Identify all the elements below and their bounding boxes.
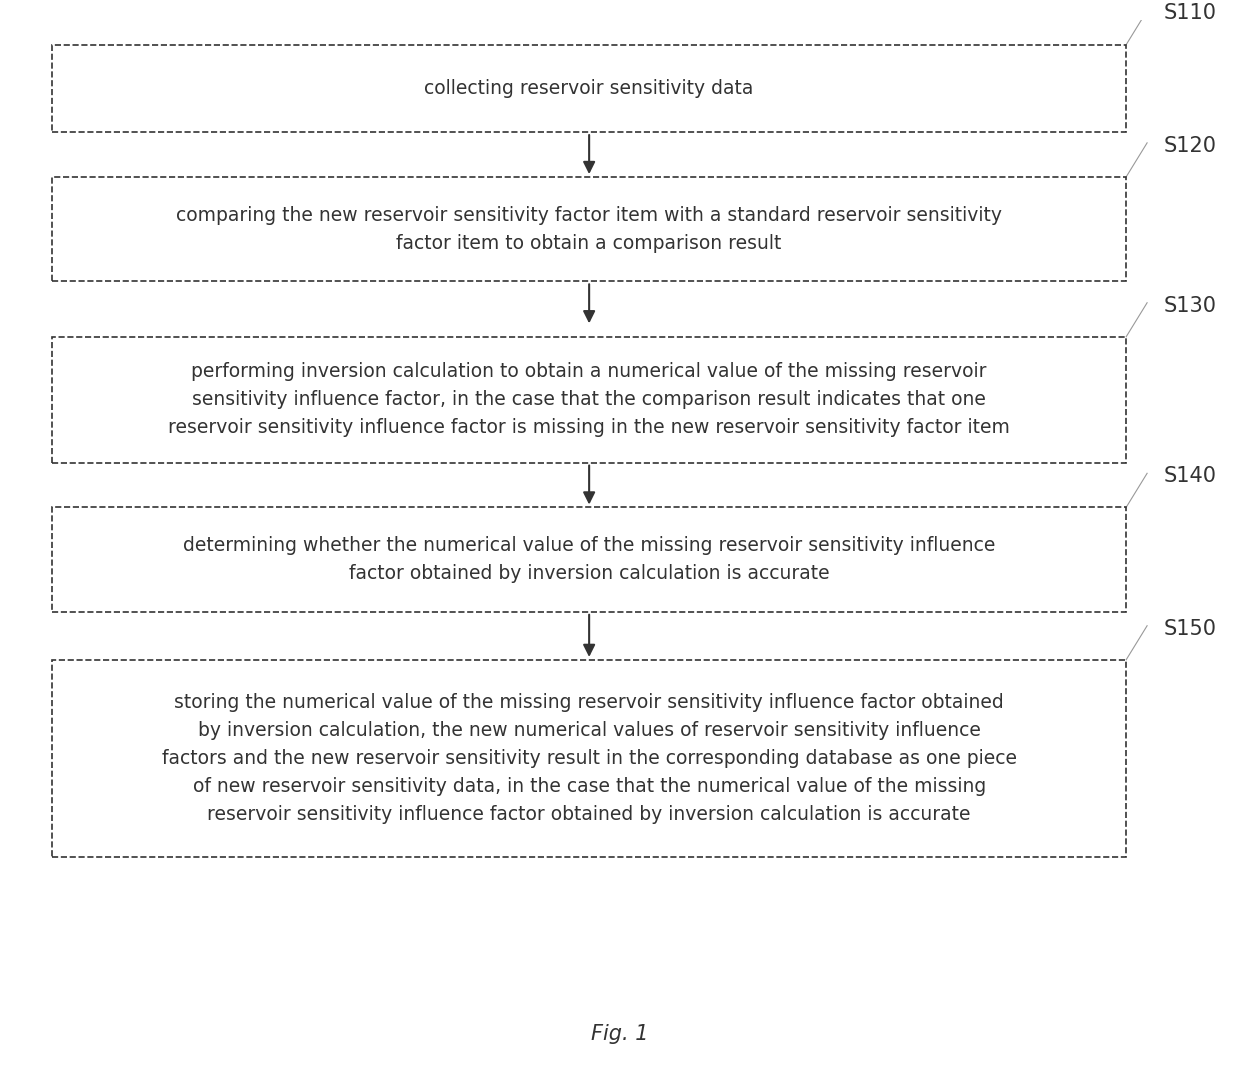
FancyBboxPatch shape	[52, 337, 1126, 463]
Text: S140: S140	[1163, 466, 1216, 486]
Text: Fig. 1: Fig. 1	[591, 1024, 649, 1043]
Text: collecting reservoir sensitivity data: collecting reservoir sensitivity data	[424, 79, 754, 98]
Text: S150: S150	[1163, 619, 1216, 638]
Text: performing inversion calculation to obtain a numerical value of the missing rese: performing inversion calculation to obta…	[169, 363, 1011, 438]
FancyBboxPatch shape	[52, 660, 1126, 857]
Text: S130: S130	[1163, 295, 1216, 316]
FancyBboxPatch shape	[52, 45, 1126, 132]
Text: S110: S110	[1163, 3, 1216, 24]
Text: comparing the new reservoir sensitivity factor item with a standard reservoir se: comparing the new reservoir sensitivity …	[176, 206, 1002, 253]
Text: storing the numerical value of the missing reservoir sensitivity influence facto: storing the numerical value of the missi…	[161, 693, 1017, 824]
FancyBboxPatch shape	[52, 176, 1126, 281]
Text: S120: S120	[1163, 136, 1216, 156]
Text: determining whether the numerical value of the missing reservoir sensitivity inf: determining whether the numerical value …	[184, 536, 996, 583]
FancyBboxPatch shape	[52, 507, 1126, 612]
